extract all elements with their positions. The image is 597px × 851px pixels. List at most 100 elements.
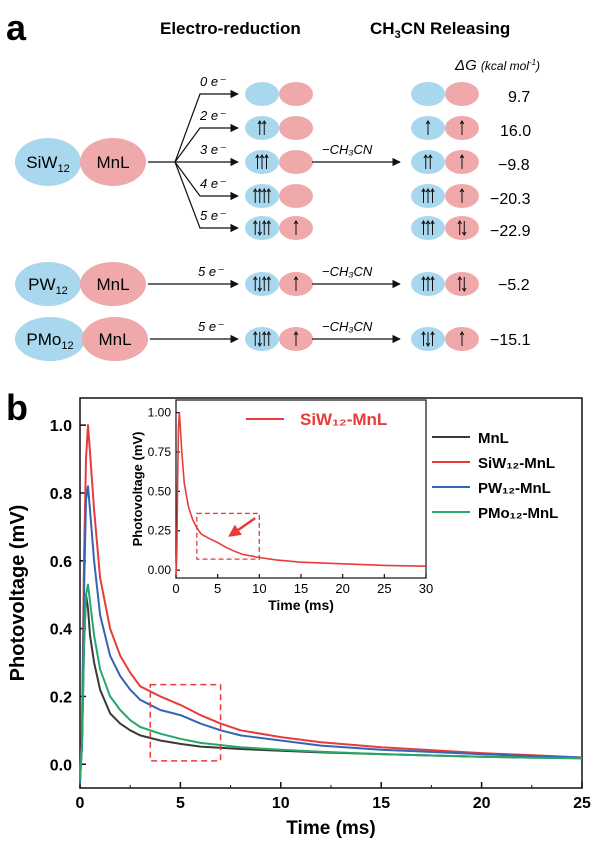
electron-arrowhead [264,154,269,159]
polyoxometalate-ellipse [245,184,279,208]
y-tick-label: 0.2 [50,689,72,706]
inset-plot-frame [175,399,427,579]
y-tick-label: 0.6 [50,554,72,571]
electron-arrowhead [262,188,267,193]
electron-arrowhead [430,276,435,281]
released-2e [411,116,479,140]
panel-a-letter: a [6,7,27,48]
electron-arrowhead [293,220,299,225]
polyoxometalate-ellipse [245,272,279,296]
electron-arrowhead [253,276,258,281]
dg-value-3: −20.3 [490,191,531,208]
electron-arrowhead [421,188,426,193]
series-line-0 [79,593,583,778]
electron-arrowhead [293,276,299,281]
electron-arrowhead [423,154,428,159]
polyoxometalate-ellipse [245,82,279,106]
mnl-ellipse [80,138,146,186]
reduced-2e [245,116,313,140]
branch-lines [148,89,239,233]
dg-value-4: −22.9 [490,223,531,240]
delta-g-values: 9.7 16.0 −9.8 −20.3 −22.9 −5.2 −15.1 [490,89,531,349]
inset-x-tick-label: 5 [214,581,221,596]
released-5e [411,216,479,240]
electron-arrowhead [428,154,433,159]
mnl-ellipse [445,272,479,296]
electron-arrowhead [262,331,267,336]
reduced-5e [245,216,313,240]
inset-y-tick-label: 0.25 [148,524,172,538]
mnl-ellipse [279,116,313,140]
inset-y-tick-label: 0.00 [148,563,172,577]
inset-series-line-0 [175,412,427,575]
inset-x-tick-label: 25 [377,581,391,596]
inset-y-tick-label: 0.50 [148,484,172,498]
reduced-3e [245,150,313,174]
x-tick-label: 10 [272,795,290,812]
legend-label-3: PMo₁₂-MnL [478,505,558,522]
pw12-mnl-ellipse [80,262,146,306]
electron-arrowhead [255,154,260,159]
x-tick-label: 25 [573,795,591,812]
electron-arrowhead [459,154,465,159]
highlight-box [149,683,222,762]
inset-x-tick-label: 10 [252,581,266,596]
reduced-0e [245,82,313,106]
inset-x-tick-label: 20 [335,581,349,596]
electron-arrowhead [459,331,465,336]
header-ch3cn-releasing: CH3CN Releasing [370,19,510,41]
delta-g-header: ΔG (kcal mol-1) [454,57,540,74]
electron-arrowhead [257,188,262,193]
main-x-axis-label: Time (ms) [286,818,375,839]
siw12-ellipse [15,138,81,186]
electron-arrowhead [425,188,431,193]
panel-b: b 0 5 10 15 20 25 0.0 0.2 0.4 0.6 0.8 1.0 Time (ms) P… [6,387,591,839]
y-tick-label: 1.0 [50,418,72,435]
polyoxometalate-ellipse [411,150,445,174]
pw12-mnl-molecule: PW12 MnL [15,262,146,306]
electron-arrowhead [253,331,258,336]
y-tick-label: 0.4 [50,622,72,639]
reduced-states [245,82,313,351]
pw12-mnl-label: MnL [96,275,129,294]
branch-labels: 0 e⁻ 2 e⁻ 3 e⁻ 4 e⁻ 5 e⁻ [199,74,226,223]
polyoxometalate-ellipse [245,327,279,351]
electron-arrowhead [262,276,267,281]
mnl-ellipse [279,184,313,208]
electron-arrowhead [257,231,262,236]
mnl-ellipse [445,216,479,240]
pw12-reduced-5e [245,272,313,296]
electron-arrowhead [462,287,467,292]
polyoxometalate-ellipse [245,116,279,140]
electron-arrowhead [425,276,431,281]
pmo12-mnl-ellipse [82,317,148,361]
electron-arrowhead [459,188,465,193]
polyoxometalate-ellipse [411,82,445,106]
electron-arrowhead [462,231,467,236]
mnl-label: MnL [96,153,129,172]
pw12-released-5e [411,272,479,296]
inset-x-tick-label: 0 [172,581,179,596]
legend-label-1: SiW₁₂-MnL [478,455,555,472]
electron-arrowhead [425,342,431,347]
mnl-ellipse [279,82,313,106]
dg-value-2: −9.8 [498,157,530,174]
dg-value-1: 16.0 [500,123,531,140]
electron-arrowhead [425,220,431,225]
electron-arrowhead [262,220,267,225]
header-electro-reduction: Electro-reduction [160,19,301,38]
inset-title: SiW₁₂-MnL [300,410,387,429]
pmo12-reduced-5e [245,327,313,351]
electron-arrowhead [293,331,299,336]
electron-arrowhead [457,276,462,281]
branch-label-3: 4 e⁻ [200,176,226,191]
released-states [411,82,479,351]
pmo12-mnl-molecule: PMo12 MnL [15,317,148,361]
electron-arrowhead [425,120,431,125]
panel-b-letter: b [6,387,28,428]
pw12-label: PW12 [28,275,68,297]
electron-arrowhead [266,276,271,281]
main-chart: 0 5 10 15 20 25 0.0 0.2 0.4 0.6 0.8 1.0 Time (ms) Pho… [7,397,591,839]
series-line-3 [79,583,583,782]
main-y-axis-label: Photovoltage (mV) [7,505,29,682]
